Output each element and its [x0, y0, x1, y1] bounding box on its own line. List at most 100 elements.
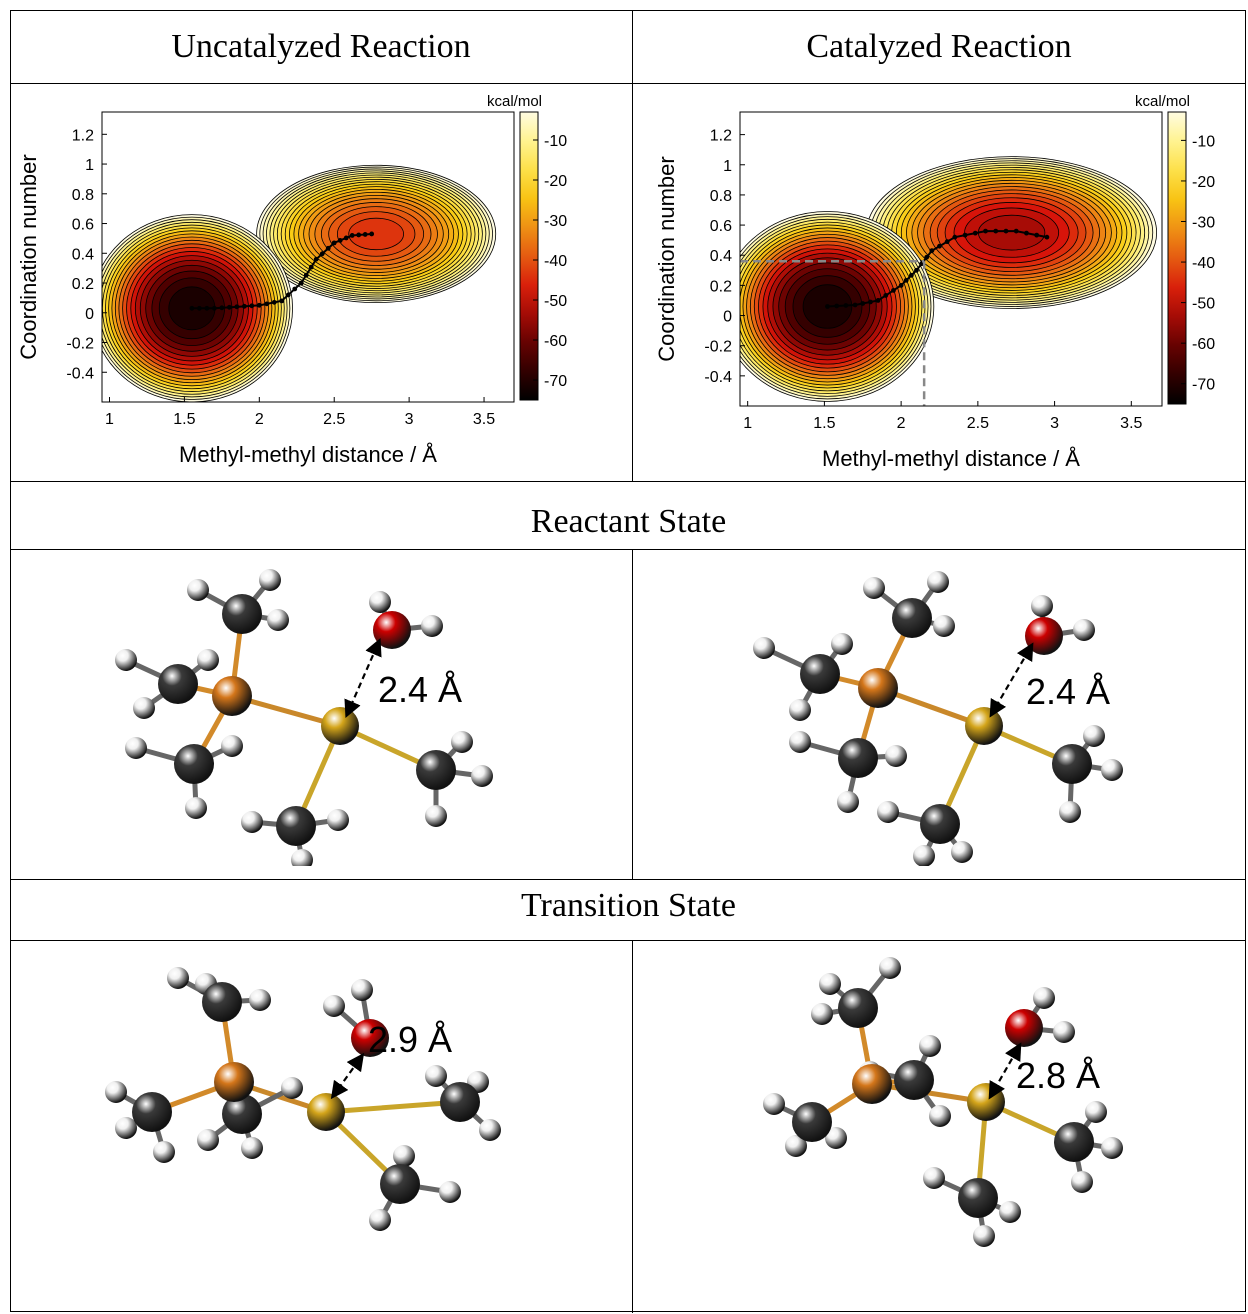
hydrogen-atom: [1101, 759, 1123, 781]
carbon-atom: [1054, 1122, 1094, 1162]
row-divider: [11, 83, 1245, 84]
hydrogen-atom: [825, 1127, 847, 1149]
hydrogen-atom: [1101, 1137, 1123, 1159]
path-point: [308, 264, 314, 270]
path-point: [929, 248, 935, 254]
carbon-atom: [222, 594, 262, 634]
header-catalyzed: Catalyzed Reaction: [806, 28, 1072, 65]
hydrogen-atom: [369, 591, 391, 613]
oxygen-atom: [1005, 1009, 1043, 1047]
path-point: [860, 301, 866, 306]
colorbar-tick-label: -50: [1192, 296, 1215, 313]
phosphorus-atom: [858, 668, 898, 708]
y-tick-label: 0.6: [710, 218, 732, 235]
colorbar-label: kcal/mol: [487, 93, 542, 110]
x-tick-label: 3: [405, 411, 414, 428]
colorbar-tick-label: -10: [1192, 133, 1215, 150]
hydrogen-atom: [1071, 1171, 1093, 1193]
path-point: [972, 230, 978, 236]
y-tick-label: -0.4: [704, 369, 732, 386]
carbon-atom: [174, 744, 214, 784]
colorbar: [519, 111, 539, 401]
plot-frame: [739, 111, 1163, 407]
x-tick-label: 2: [255, 411, 264, 428]
x-axis-label: Methyl-methyl distance / Å: [822, 446, 1080, 471]
path-point: [834, 303, 840, 309]
carbon-atom: [958, 1178, 998, 1218]
hydrogen-atom: [421, 615, 443, 637]
molecule-reactant-catalyzed: 2.4 Å: [753, 571, 1123, 866]
hydrogen-atom: [369, 1209, 391, 1231]
hydrogen-atom: [837, 791, 859, 813]
hydrogen-atom: [115, 649, 137, 671]
colorbar: [1167, 111, 1187, 405]
hydrogen-atom: [241, 1137, 263, 1159]
x-axis-label: Methyl-methyl distance / Å: [179, 442, 437, 467]
hydrogen-atom: [187, 579, 209, 601]
hydrogen-atom: [471, 765, 493, 787]
path-point: [219, 305, 225, 311]
path-point: [875, 298, 881, 303]
hydrogen-atom: [249, 989, 271, 1011]
path-point: [285, 292, 291, 298]
carbon-atom: [800, 654, 840, 694]
path-point: [249, 303, 255, 309]
y-axis-label: Coordination number: [654, 156, 679, 361]
row-divider: [11, 879, 1245, 880]
hydrogen-atom: [425, 1065, 447, 1087]
path-point: [264, 301, 270, 307]
hydrogen-atom: [241, 811, 263, 833]
path-point: [234, 304, 240, 310]
plot-frame: [101, 111, 515, 403]
sulfur-atom: [965, 707, 1003, 745]
y-tick-label: 1: [85, 157, 94, 174]
figure-table: [10, 10, 1246, 1313]
path-point: [1003, 228, 1009, 234]
hydrogen-atom: [923, 1167, 945, 1189]
colorbar-tick-label: -30: [1192, 215, 1215, 232]
path-point: [883, 293, 889, 298]
path-point: [271, 299, 277, 305]
colorbar-tick-label: -50: [544, 293, 567, 310]
carbon-atom: [202, 982, 242, 1022]
y-axis-label: Coordination number: [16, 154, 41, 359]
energy-contours: [740, 156, 1158, 402]
path-point: [292, 286, 298, 292]
row-divider: [11, 549, 1245, 550]
column-divider: [632, 549, 633, 879]
path-point: [908, 272, 914, 278]
hydrogen-atom: [327, 809, 349, 831]
path-point: [944, 239, 950, 245]
y-tick-label: 0.2: [710, 278, 732, 295]
hydrogen-atom: [1073, 619, 1095, 641]
colorbar-tick-label: -70: [1192, 377, 1215, 394]
hydrogen-atom: [105, 1081, 127, 1103]
x-tick-label: 3.5: [473, 411, 495, 428]
path-point: [919, 261, 924, 267]
header-transition-state: Transition State: [520, 887, 737, 924]
hydrogen-atom: [885, 745, 907, 767]
hydrogen-atom: [281, 1077, 303, 1099]
path-point: [325, 245, 331, 251]
energy-surface-catalyzed: 1 1.5 2 2.5 3 3.5 1.2 1 0.8 0.6 0.4 0.2 0 -0.2 -0.4 Met…: [654, 93, 1215, 471]
hydrogen-atom: [323, 995, 345, 1017]
hydrogen-atom: [291, 849, 313, 866]
carbon-atom: [416, 750, 456, 790]
carbon-atom: [838, 988, 878, 1028]
hydrogen-atom: [811, 1003, 833, 1025]
hydrogen-atom: [267, 609, 289, 631]
header-reactant-state: Reactant State: [530, 503, 727, 540]
path-point: [1034, 232, 1040, 238]
hydrogen-atom: [973, 1225, 995, 1247]
carbon-atom: [158, 664, 198, 704]
molecule-transition-uncatalyzed: 2.9 Å: [105, 967, 501, 1231]
path-point: [924, 254, 930, 260]
hydrogen-atom: [1033, 987, 1055, 1009]
x-tick-label: 2: [897, 415, 906, 432]
contour-level: [348, 217, 404, 251]
distance-label: 2.4 Å: [1026, 671, 1110, 712]
colorbar-tick-label: -20: [544, 173, 567, 190]
path-point: [993, 228, 999, 234]
path-point: [204, 305, 210, 311]
hydrogen-atom: [393, 1145, 415, 1167]
